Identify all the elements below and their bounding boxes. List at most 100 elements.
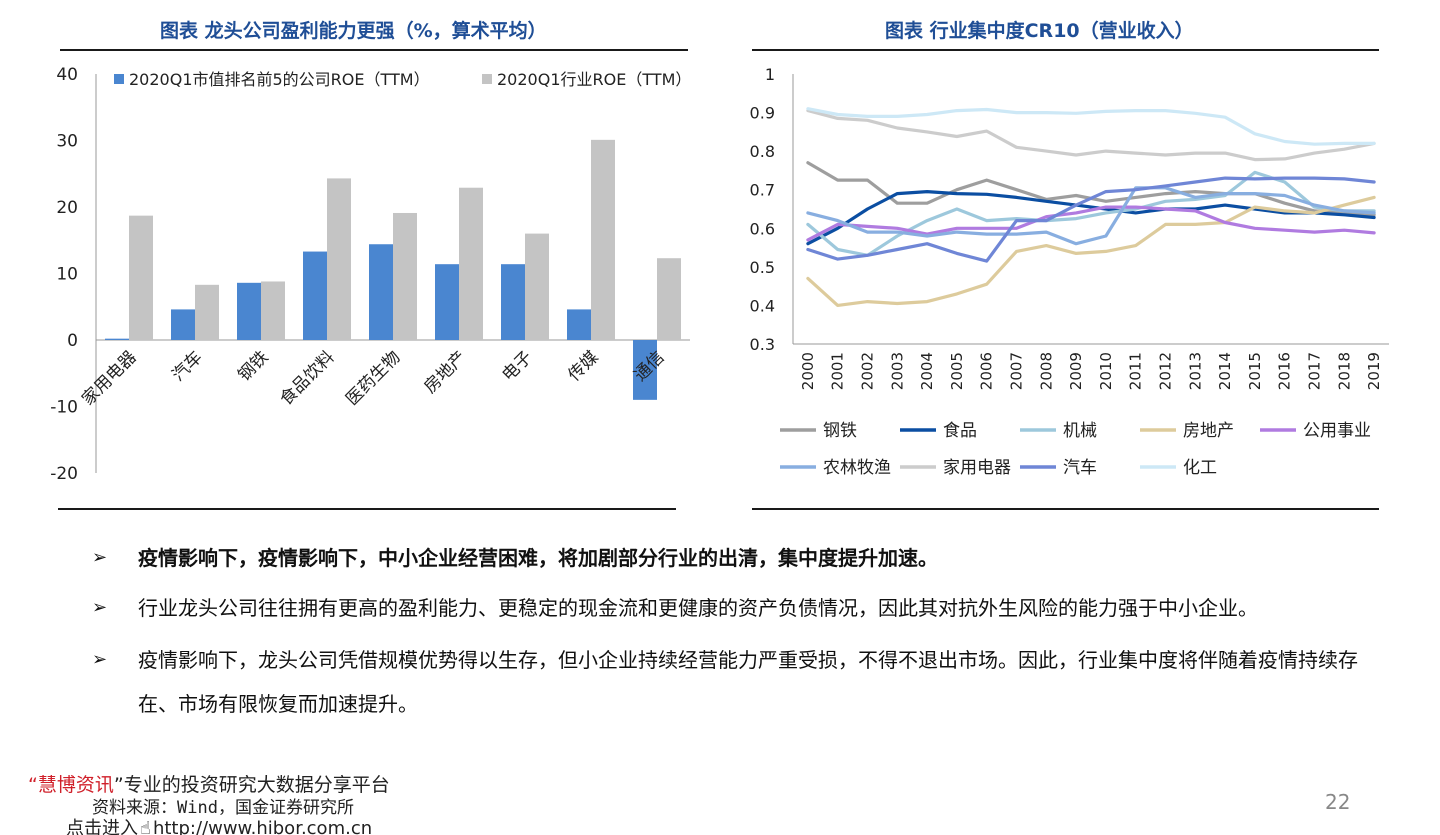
bar-industry	[591, 139, 615, 340]
legend-label: 机械	[1063, 421, 1097, 441]
hand-pointer-icon: ☝	[140, 818, 151, 835]
y-tick-label: 0.8	[750, 142, 775, 161]
right-chart-title: 图表 行业集中度CR10（营业收入）	[885, 20, 1194, 42]
bullet-item: ➢ 行业龙头公司往往拥有更高的盈利能力、更稳定的现金流和更健康的资产负债情况，因…	[90, 586, 1380, 630]
x-tick-label: 2012	[1157, 352, 1175, 390]
arrow-bullet-icon: ➢	[92, 547, 108, 568]
arrow-bullet-icon: ➢	[92, 597, 108, 618]
watermark-open-quote: “	[28, 774, 38, 796]
x-tick-label: 2016	[1276, 352, 1294, 390]
legend-label: 房地产	[1183, 421, 1234, 441]
series-line	[806, 186, 1376, 246]
bar-industry	[525, 233, 549, 340]
left-title-rule	[60, 49, 688, 51]
legend-label: 食品	[943, 421, 977, 441]
series-line	[806, 107, 1376, 146]
bar-top5	[171, 309, 195, 340]
y-tick-label: 0.6	[750, 219, 775, 238]
x-category-label: 钢铁	[234, 347, 272, 385]
watermark-tagline-text: 专业的投资研究大数据分享平台	[123, 774, 390, 796]
x-tick-label: 2000	[799, 352, 817, 390]
page-number: 22	[1325, 790, 1351, 814]
legend-label: 2020Q1市值排名前5的公司ROE（TTM）	[129, 70, 430, 89]
x-tick-label: 2001	[829, 352, 847, 390]
x-category-label: 医药生物	[342, 347, 404, 409]
x-tick-label: 2003	[888, 352, 906, 390]
bar-top5	[501, 264, 525, 340]
right-title-rule	[752, 49, 1379, 51]
x-tick-label: 2014	[1216, 352, 1234, 390]
arrow-bullet-icon: ➢	[92, 649, 108, 670]
y-tick-label: -10	[50, 398, 78, 418]
x-tick-label: 2019	[1365, 352, 1383, 390]
x-category-label: 家用电器	[78, 347, 140, 409]
x-tick-label: 2009	[1067, 352, 1085, 390]
watermark-close-quote: ”	[113, 774, 124, 796]
left-chart-title: 图表 龙头公司盈利能力更强（%，算术平均）	[160, 20, 547, 42]
bullet-text: 疫情影响下，疫情影响下，中小企业经营困难，将加剧部分行业的出清，集中度提升加速。	[138, 546, 938, 570]
legend-label: 钢铁	[823, 421, 857, 441]
watermark-link[interactable]: 点击进入 ☝ http://www.hibor.com.cn	[66, 814, 372, 835]
x-tick-label: 2008	[1037, 352, 1055, 390]
x-tick-label: 2010	[1097, 352, 1115, 390]
y-tick-label: 0	[67, 331, 78, 351]
bullet-item: ➢ 疫情影响下，龙头公司凭借规模优势得以生存，但小企业持续经营能力严重受损，不得…	[90, 638, 1380, 726]
line-chart: 0.3 0.4 0.5 0.6 0.7 0.8 0.9 1 2000 2001 2002 2003 20…	[750, 65, 1389, 478]
bar-top5	[105, 338, 129, 340]
watermark-brand: 慧博资讯	[37, 774, 114, 796]
series-line	[806, 195, 1376, 307]
bar-top5	[303, 251, 327, 340]
y-tick-label: 40	[56, 65, 78, 85]
bar-top5	[237, 282, 261, 340]
series-line	[806, 190, 1376, 246]
bar-industry	[195, 284, 219, 340]
watermark-tagline: “慧博资讯”专业的投资研究大数据分享平台	[28, 770, 390, 797]
bullet-text: 疫情影响下，龙头公司凭借规模优势得以生存，但小企业持续经营能力严重受损，不得不退…	[138, 648, 1358, 716]
x-category-label: 房地产	[420, 347, 470, 397]
bullet-item: ➢ 疫情影响下，疫情影响下，中小企业经营困难，将加剧部分行业的出清，集中度提升加…	[90, 536, 1380, 580]
x-tick-label: 2005	[948, 352, 966, 390]
legend-swatch	[114, 74, 124, 84]
watermark-url[interactable]: http://www.hibor.com.cn	[152, 818, 373, 835]
watermark-enter-text: 点击进入	[66, 818, 138, 835]
legend-label: 公用事业	[1303, 421, 1371, 441]
x-tick-label: 2004	[918, 352, 936, 390]
bar-industry	[129, 215, 153, 340]
bullet-text: 行业龙头公司往往拥有更高的盈利能力、更稳定的现金流和更健康的资产负债情况，因此其…	[138, 596, 1258, 620]
bar-industry	[459, 187, 483, 340]
y-tick-label: 20	[56, 198, 78, 218]
bullet-list: ➢ 疫情影响下，疫情影响下，中小企业经营困难，将加剧部分行业的出清，集中度提升加…	[90, 536, 1380, 734]
bar-top5	[567, 309, 591, 340]
legend-label: 汽车	[1063, 458, 1097, 478]
x-category-label: 汽车	[168, 347, 206, 385]
x-tick-label: 2017	[1306, 352, 1324, 390]
bar-industry	[327, 178, 351, 340]
x-tick-label: 2013	[1186, 352, 1204, 390]
y-tick-label: 10	[56, 265, 78, 285]
bar-industry	[393, 212, 417, 340]
bar-top5	[369, 244, 393, 340]
x-category-label: 食品饮料	[276, 347, 338, 409]
x-tick-label: 2015	[1246, 352, 1264, 390]
y-tick-label: -20	[50, 464, 78, 484]
left-bottom-rule	[58, 508, 676, 510]
series-line	[806, 108, 1376, 162]
x-tick-label: 2011	[1127, 352, 1145, 390]
x-tick-label: 2018	[1335, 352, 1353, 390]
y-tick-label: 0.4	[750, 296, 775, 315]
y-tick-label: 0.7	[750, 181, 775, 200]
bar-top5	[633, 340, 657, 400]
legend-label: 化工	[1183, 458, 1217, 478]
bar-industry	[261, 281, 285, 340]
x-category-label: 电子	[498, 347, 536, 385]
x-tick-label: 2007	[1008, 352, 1026, 390]
y-tick-label: 30	[56, 132, 78, 152]
y-tick-label: 1	[765, 65, 775, 84]
bar-industry	[657, 258, 681, 340]
legend-swatch	[482, 74, 492, 84]
series-line	[806, 205, 1376, 242]
legend-label: 2020Q1行业ROE（TTM）	[497, 70, 691, 89]
x-category-label: 传媒	[564, 347, 602, 385]
y-tick-label: 0.5	[750, 258, 775, 277]
